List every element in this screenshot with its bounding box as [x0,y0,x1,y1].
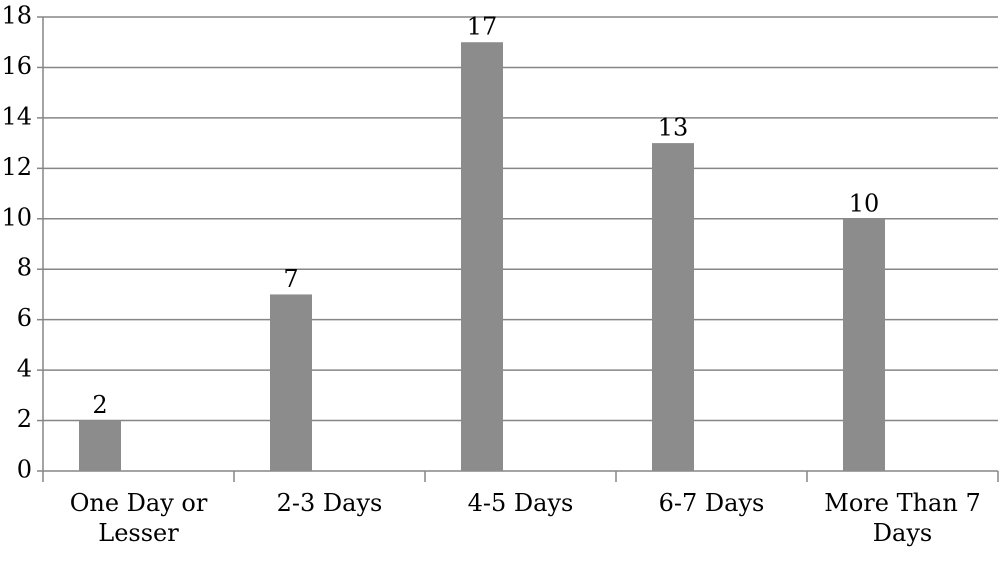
value-label: 17 [467,13,498,41]
y-tick-label: 14 [1,102,32,130]
x-tick-label: More Than 7 Days [824,489,981,547]
y-tick-label: 16 [1,52,32,80]
bar [270,294,312,471]
y-tick-label: 6 [17,304,32,332]
bar [461,42,503,471]
value-label: 13 [658,114,689,142]
y-tick-label: 12 [1,153,32,181]
value-label: 7 [283,265,298,293]
x-tick-label: 4-5 Days [467,489,574,517]
bar [79,420,121,471]
y-tick-label: 18 [1,2,32,30]
x-tick-label: One Day or Lesser [69,489,208,547]
y-tick-label: 8 [17,254,32,282]
bar [843,218,885,471]
x-tick-label: 2-3 Days [276,489,383,517]
value-label: 2 [92,391,107,419]
x-tick-label: 6-7 Days [658,489,765,517]
y-tick-label: 0 [17,456,32,484]
bar [652,143,694,471]
y-tick-label: 2 [17,405,32,433]
y-tick-label: 4 [17,355,32,383]
y-tick-label: 10 [1,203,32,231]
value-label: 10 [849,189,880,217]
